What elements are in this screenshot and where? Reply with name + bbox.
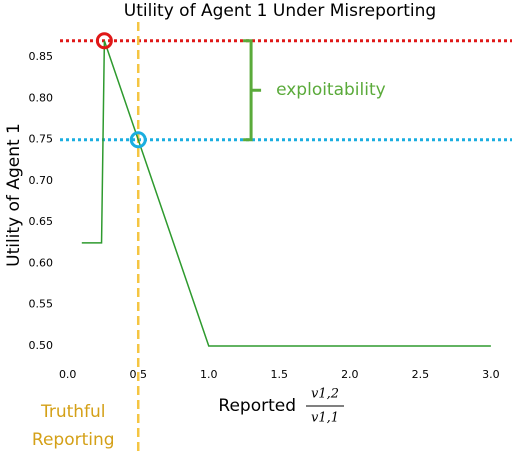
bracket xyxy=(243,39,262,142)
x-label-numerator: v1,2 xyxy=(311,387,339,402)
y-tick-label: 0.70 xyxy=(29,174,54,187)
marker xyxy=(129,131,147,149)
truthful-label: Reporting xyxy=(32,430,115,450)
y-tick-label: 0.85 xyxy=(29,50,54,63)
chart-title: Utility of Agent 1 Under Misreporting xyxy=(124,1,436,21)
truthful-label: Truthful xyxy=(40,402,106,422)
x-tick-label: 1.0 xyxy=(200,368,218,381)
y-tick-label: 0.75 xyxy=(29,133,54,146)
marker xyxy=(95,32,113,50)
bracket-label: exploitability xyxy=(276,80,386,100)
x-tick-label: 2.0 xyxy=(341,368,359,381)
y-tick-label: 0.65 xyxy=(29,215,54,228)
x-label-denominator: v1,1 xyxy=(311,411,339,426)
x-tick-label: 3.0 xyxy=(482,368,500,381)
y-tick-label: 0.50 xyxy=(29,339,54,352)
x-tick-label: 2.5 xyxy=(412,368,430,381)
y-tick-label: 0.60 xyxy=(29,256,54,269)
y-tick-label: 0.55 xyxy=(29,298,54,311)
y-axis-label: Utility of Agent 1 xyxy=(4,123,24,267)
x-tick-label: 0.0 xyxy=(59,368,77,381)
x-tick-label: 1.5 xyxy=(271,368,289,381)
data-line xyxy=(81,40,491,347)
y-tick-label: 0.80 xyxy=(29,91,54,104)
x-axis-label: Reported xyxy=(218,396,296,416)
